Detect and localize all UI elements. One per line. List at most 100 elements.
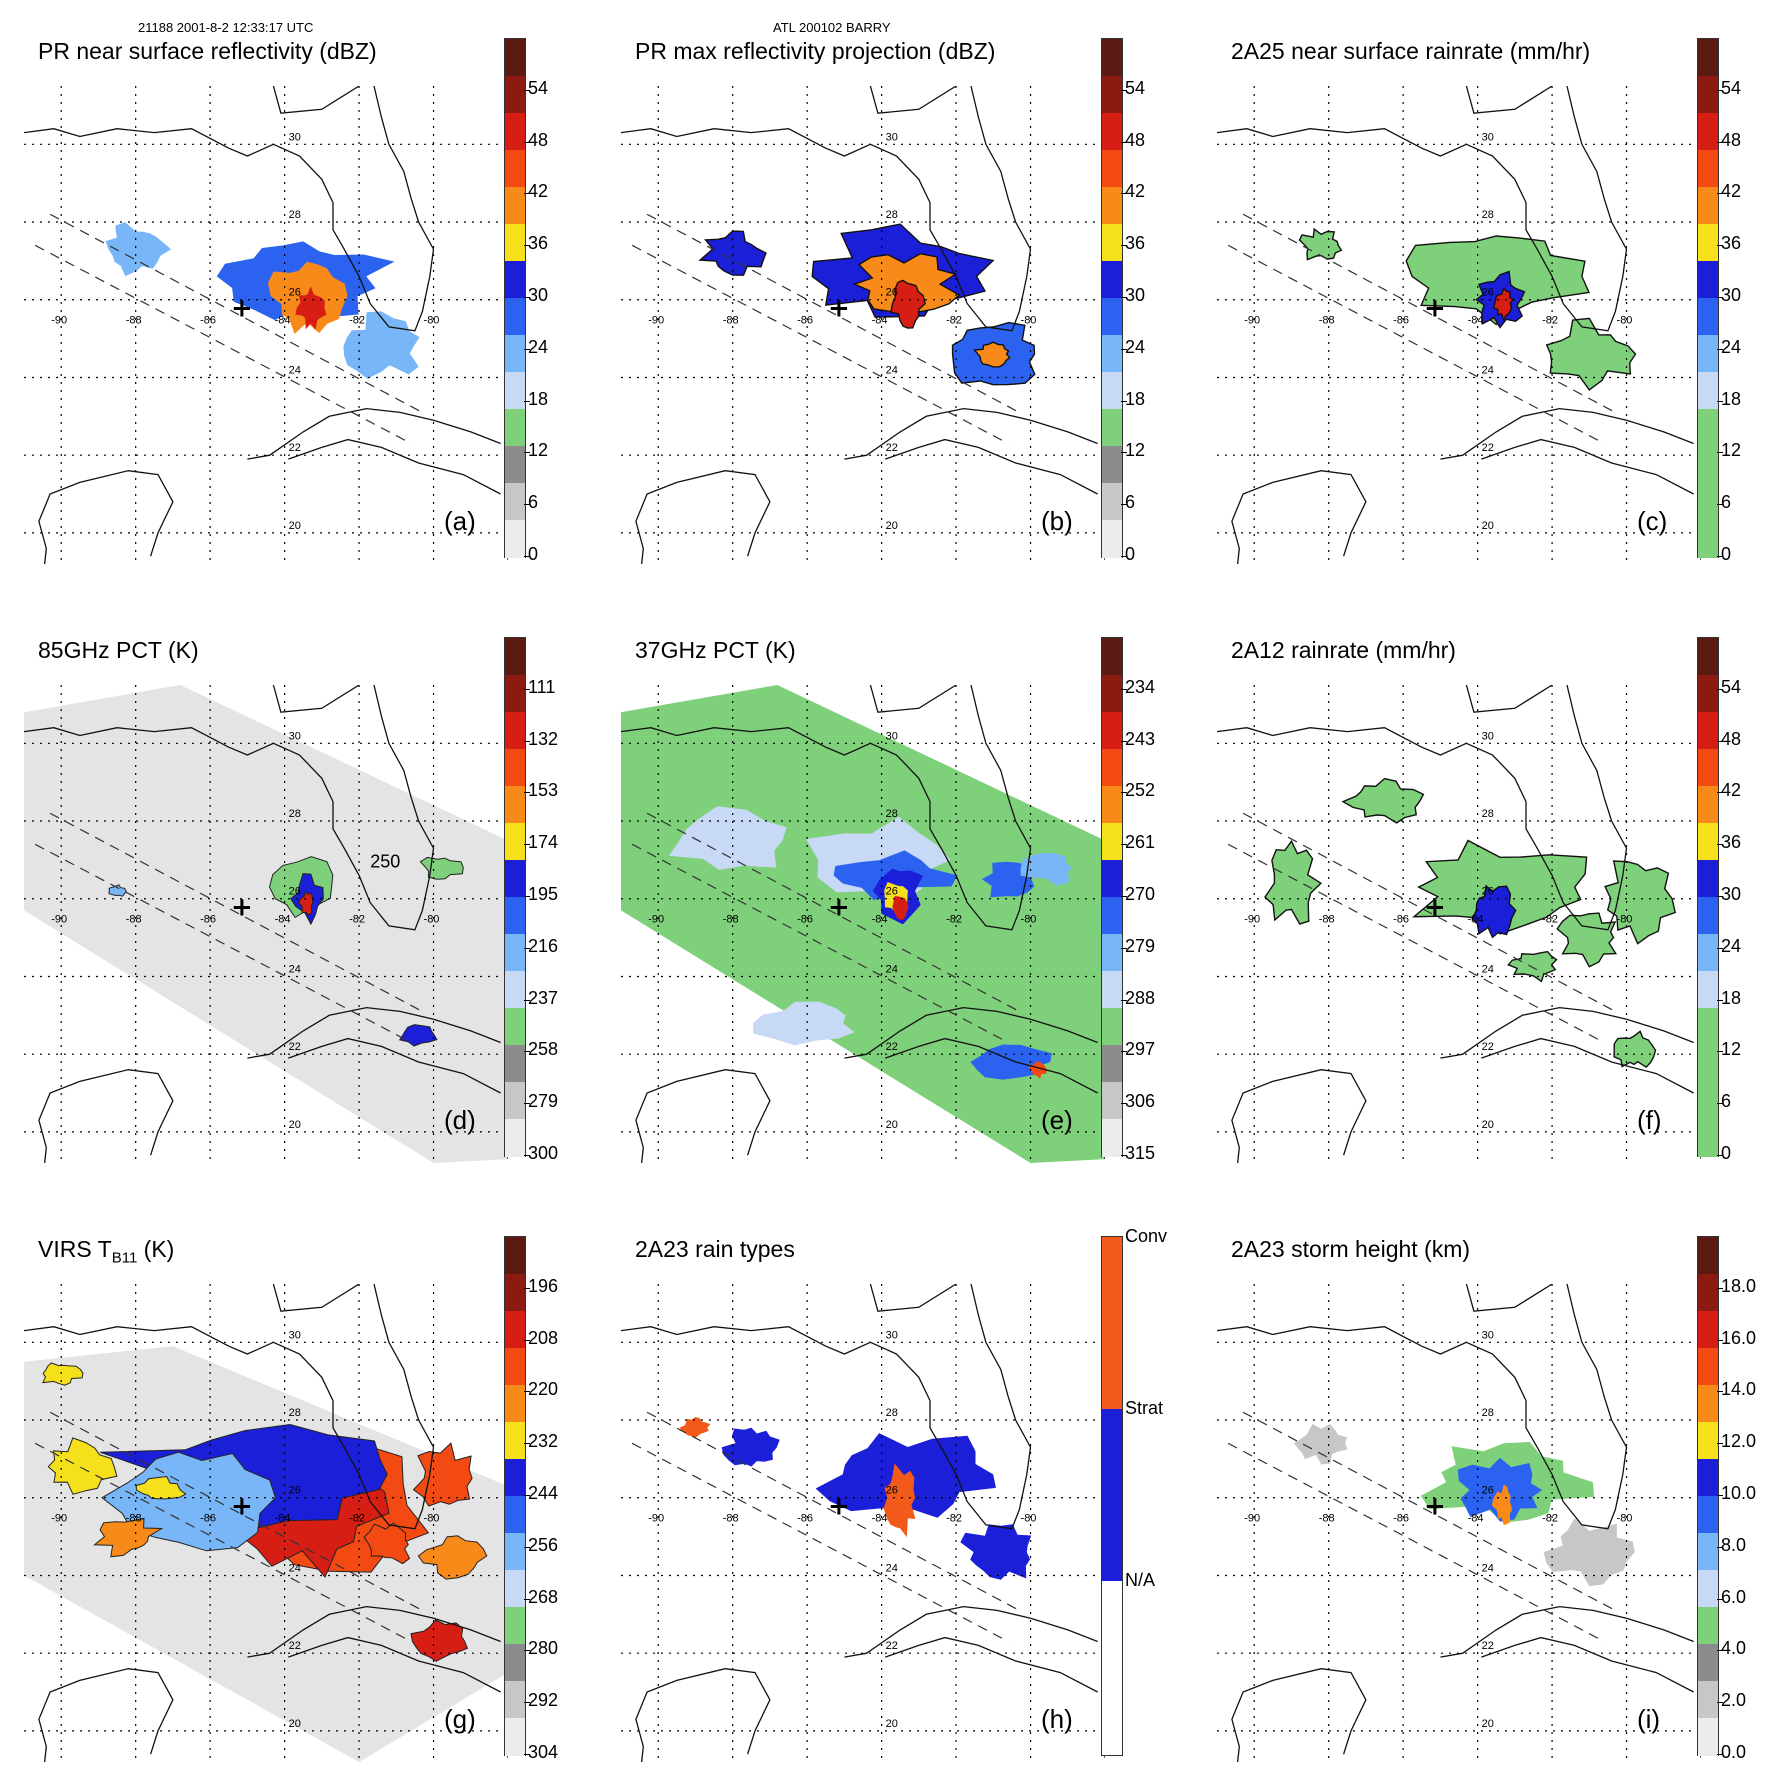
colorbar-label: 10.0 xyxy=(1721,1483,1757,1503)
colorbar-segment xyxy=(1698,1274,1718,1312)
colorbar-label: 24 xyxy=(1125,336,1146,357)
colorbar-label: 0 xyxy=(1721,544,1732,564)
colorbar-label: 24 xyxy=(1721,336,1742,357)
colorbar-tick xyxy=(1121,1051,1127,1053)
coastline xyxy=(635,1668,771,1762)
lon-label: -88 xyxy=(723,315,739,327)
colorbar-tick xyxy=(1121,1155,1127,1156)
colorbar-segment xyxy=(1698,638,1718,676)
field-cell xyxy=(101,1451,277,1552)
lon-label: -90 xyxy=(648,315,664,327)
colorbar-segment xyxy=(505,712,525,750)
colorbar-tick xyxy=(524,1546,530,1548)
colorbar-label: 280 xyxy=(528,1638,559,1659)
colorbar-segment xyxy=(505,1311,525,1349)
lon-label: -84 xyxy=(872,315,888,327)
lat-label: 24 xyxy=(1482,963,1494,975)
map-h: + -90 -88 -86 -84 -82 -80 30 28 26 24 22 20 xyxy=(621,1284,1105,1762)
colorbar-segment xyxy=(1102,483,1122,521)
colorbar-segment xyxy=(1698,971,1718,1009)
colorbar-label: 48 xyxy=(528,129,549,150)
panel-letter: (f) xyxy=(1637,1105,1662,1135)
colorbar-segment xyxy=(1698,1644,1718,1682)
colorbar-label: 18 xyxy=(1721,388,1742,409)
colorbar-tick xyxy=(524,1051,530,1053)
colorbar-tick xyxy=(524,999,530,1001)
colorbar-segment xyxy=(505,1681,525,1719)
coastline xyxy=(1231,470,1367,564)
colorbar-segment xyxy=(1698,1119,1718,1157)
colorbar-segment xyxy=(505,1644,525,1682)
colorbar-segment xyxy=(1698,372,1718,410)
lon-label: -80 xyxy=(424,315,440,327)
colorbar-segment xyxy=(1102,675,1122,713)
coastline xyxy=(272,685,360,713)
lon-label: -84 xyxy=(1468,914,1484,926)
colorbar-label: 30 xyxy=(1721,285,1742,305)
colorbar-label: 237 xyxy=(528,987,559,1008)
storm-center-marker: + xyxy=(231,893,253,923)
colorbar-tick xyxy=(1121,1103,1127,1105)
echo-cell xyxy=(105,222,172,277)
colorbar-tick xyxy=(1717,896,1723,897)
colorbar-label: 292 xyxy=(528,1690,559,1711)
coastline xyxy=(621,86,1032,332)
swath-edge xyxy=(1242,213,1616,413)
colorbar-label: 0 xyxy=(1125,544,1136,564)
colorbar-label: 30 xyxy=(1125,285,1146,305)
panel-title: 2A23 rain types xyxy=(635,1236,795,1263)
colorbar-label: 14.0 xyxy=(1721,1379,1757,1400)
lat-label: 20 xyxy=(1482,520,1494,532)
lon-label: -80 xyxy=(1021,1513,1037,1525)
colorbar-label: 306 xyxy=(1125,1091,1156,1112)
colorbar-label: 48 xyxy=(1721,728,1742,749)
colorbar-tick xyxy=(1717,999,1723,1001)
colorbar-segment xyxy=(505,150,525,188)
coastline xyxy=(1231,1668,1367,1762)
colorbar-segment xyxy=(1102,1082,1122,1120)
colorbar-label: 18 xyxy=(1125,388,1146,409)
colorbar-segment xyxy=(1698,1459,1718,1497)
colorbar-segment xyxy=(1698,1422,1718,1460)
echo-cell xyxy=(1264,839,1323,925)
colorbar-segment xyxy=(505,39,525,77)
panel-letter: (i) xyxy=(1637,1704,1661,1734)
colorbar-tick xyxy=(524,1103,530,1105)
colorbar-segment xyxy=(505,1237,525,1275)
coastline xyxy=(288,438,501,495)
lon-label: -90 xyxy=(51,914,67,926)
swath-edge xyxy=(49,213,423,413)
lat-label: 26 xyxy=(886,287,898,299)
colorbar-label: 6 xyxy=(1721,492,1732,513)
lat-label: 28 xyxy=(1482,209,1494,221)
echo-cell xyxy=(1492,287,1514,322)
lon-label: -84 xyxy=(1468,315,1484,327)
colorbar-tick xyxy=(1717,1546,1723,1548)
colorbar-tick xyxy=(524,688,530,690)
colorbar-label: 36 xyxy=(1721,832,1742,853)
field-cell xyxy=(1020,852,1072,886)
lat-label: 26 xyxy=(289,1485,301,1497)
colorbar-tick xyxy=(524,504,530,506)
swath-edge xyxy=(49,812,423,1012)
lat-label: 22 xyxy=(886,1640,898,1652)
colorbar-tick xyxy=(524,1155,530,1156)
lat-label: 24 xyxy=(886,1562,898,1574)
colorbar-label: 12 xyxy=(1721,440,1742,461)
panel-letter: (g) xyxy=(444,1704,476,1734)
colorbar-tick xyxy=(524,141,530,143)
coastline xyxy=(1231,1069,1367,1163)
lon-label: -90 xyxy=(648,1513,664,1525)
colorbar-tick xyxy=(524,1339,530,1341)
map-frame: + -90 -88 -86 -84 -82 -80 30 28 26 24 22 20 250 xyxy=(24,685,508,1163)
colorbar-tick xyxy=(1717,400,1723,402)
colorbar-tick xyxy=(1121,452,1127,454)
lat-label: 26 xyxy=(289,287,301,299)
panel-e: + -90 -88 -86 -84 -82 -80 30 28 26 24 22 20 37GHz PCT… xyxy=(609,637,1155,1177)
colorbar-segment xyxy=(1698,298,1718,336)
lat-label: 22 xyxy=(1482,442,1494,454)
colorbar-segment xyxy=(505,1348,525,1386)
colorbar-segment xyxy=(1102,113,1122,151)
swath-edge xyxy=(1242,812,1616,1012)
lon-label: -84 xyxy=(872,1513,888,1525)
